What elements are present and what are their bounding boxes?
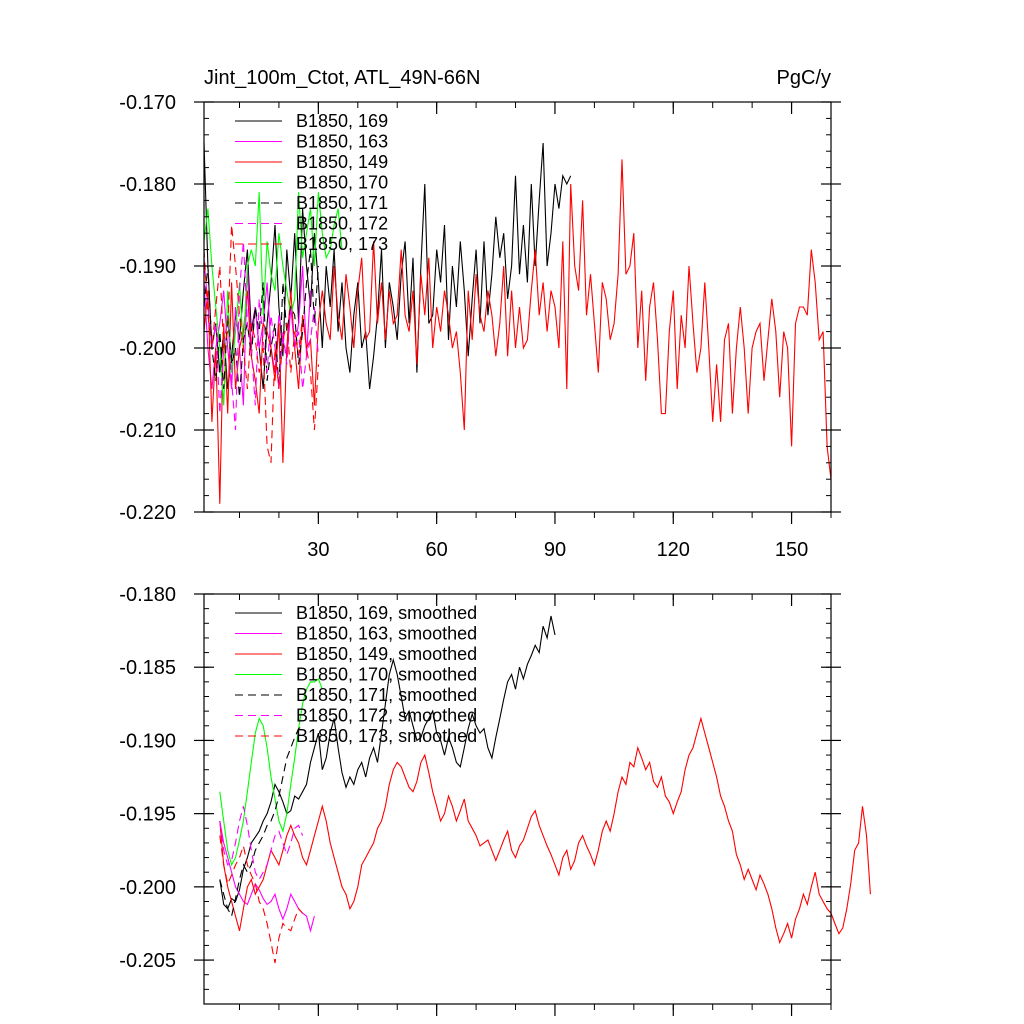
plot-frame bbox=[203, 101, 832, 513]
legend-label-3: B1850, 149 bbox=[296, 152, 388, 172]
legend-label-4: B1850, 170 bbox=[296, 173, 388, 193]
x-tick-label: 90 bbox=[544, 539, 566, 561]
series-line-3 bbox=[219, 716, 871, 945]
legend-label-1: B1850, 169 bbox=[296, 111, 388, 131]
y-tick-label: -0.190 bbox=[119, 730, 176, 752]
y-tick-label: -0.180 bbox=[119, 174, 176, 196]
x-tick-label: 30 bbox=[307, 539, 329, 561]
series-line-6 bbox=[203, 241, 319, 431]
legend-label-2: B1850, 163, smoothed bbox=[296, 624, 477, 644]
legend-label-4: B1850, 170, smoothed bbox=[296, 665, 477, 685]
units-label: PgC/y bbox=[777, 67, 831, 89]
series-line-1 bbox=[219, 615, 556, 910]
series-line-4 bbox=[203, 192, 343, 406]
y-tick-label: -0.205 bbox=[119, 950, 176, 972]
x-tick-label: 120 bbox=[657, 539, 690, 561]
y-tick-label: -0.220 bbox=[119, 502, 176, 524]
y-tick-label: -0.180 bbox=[119, 584, 176, 606]
top-axes: -0.220 -0.210 -0.200 -0.190 -0.180 -0.170 30 60… bbox=[119, 92, 841, 561]
legend-label-3: B1850, 149, smoothed bbox=[296, 644, 477, 664]
legend-label-7: B1850, 173, smoothed bbox=[296, 726, 477, 746]
series-line-4 bbox=[219, 678, 323, 867]
legend-label-5: B1850, 171 bbox=[296, 193, 388, 213]
legend-label-6: B1850, 172, smoothed bbox=[296, 706, 477, 726]
y-tick-label: -0.190 bbox=[119, 256, 176, 278]
y-tick-label: -0.200 bbox=[119, 338, 176, 360]
legend-label-5: B1850, 171, smoothed bbox=[296, 685, 477, 705]
legend-label-1: B1850, 169, smoothed bbox=[296, 603, 477, 623]
y-tick-label: -0.210 bbox=[119, 420, 176, 442]
series-line-5 bbox=[219, 725, 303, 918]
legend-label-7: B1850, 173 bbox=[296, 234, 388, 254]
legend-label-2: B1850, 163 bbox=[296, 132, 388, 152]
series-line-2 bbox=[219, 820, 315, 933]
x-tick-label: 150 bbox=[775, 539, 808, 561]
x-tick-label: 60 bbox=[426, 539, 448, 561]
bottom-series-lines bbox=[219, 615, 871, 964]
series-line-7 bbox=[219, 835, 304, 964]
y-tick-label: -0.195 bbox=[119, 804, 176, 826]
series-line-3 bbox=[203, 159, 832, 504]
series-line-5 bbox=[203, 249, 319, 398]
y-tick-label: -0.200 bbox=[119, 877, 176, 899]
legend-label-6: B1850, 172 bbox=[296, 214, 388, 234]
series-line-7 bbox=[203, 224, 319, 463]
chart-title: Jint_100m_Ctot, ATL_49N-66N bbox=[204, 67, 480, 89]
bottom-axes: -0.205 -0.200 -0.195 -0.190 -0.185 -0.180 bbox=[119, 584, 841, 1016]
y-tick-label: -0.170 bbox=[119, 92, 176, 114]
series-line-6 bbox=[219, 806, 304, 881]
top-series-lines bbox=[203, 142, 832, 504]
y-tick-label: -0.185 bbox=[119, 657, 176, 679]
